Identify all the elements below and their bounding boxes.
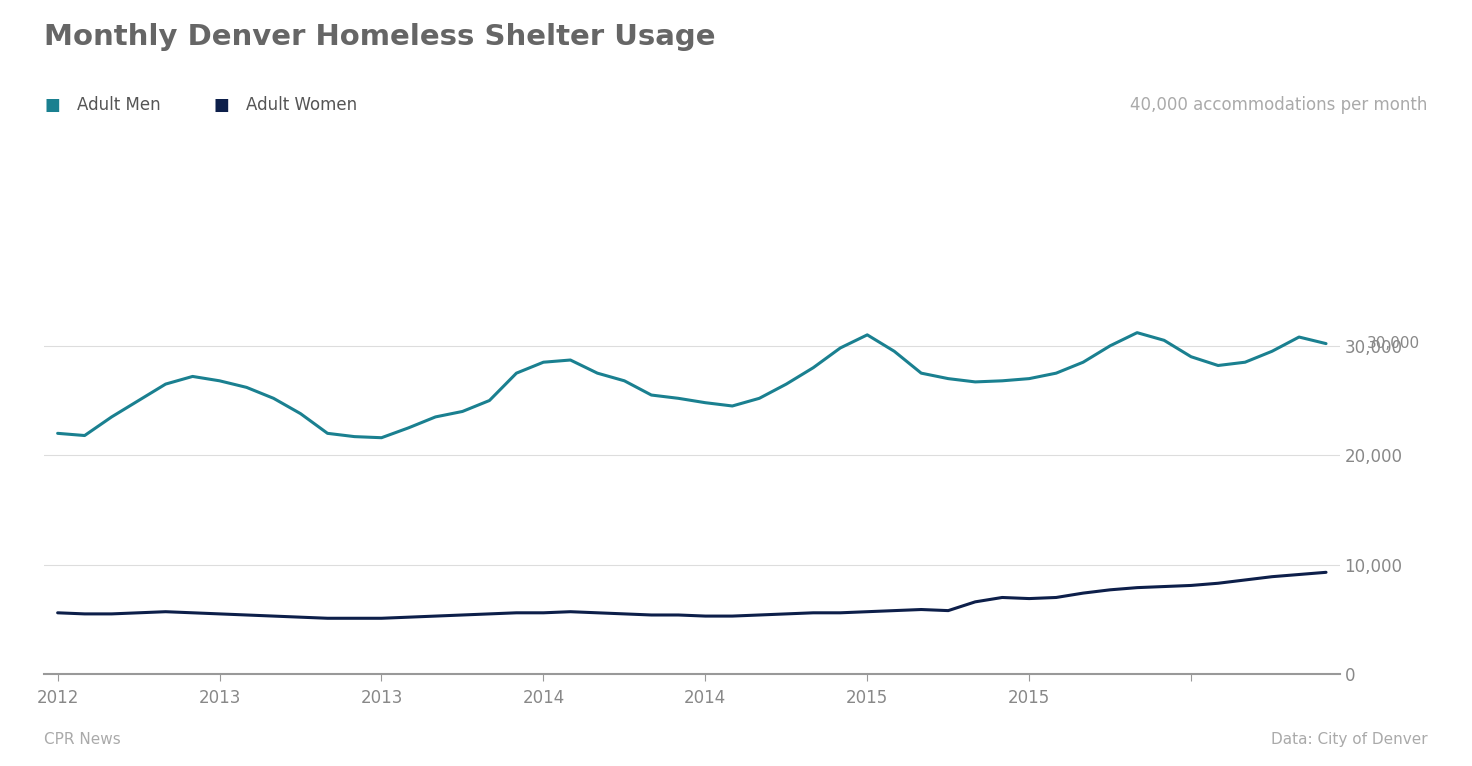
Text: ■: ■ — [213, 96, 230, 113]
Text: Adult Men: Adult Men — [77, 96, 160, 113]
Text: Data: City of Denver: Data: City of Denver — [1272, 732, 1428, 747]
Text: CPR News: CPR News — [44, 732, 121, 747]
Text: Adult Women: Adult Women — [246, 96, 356, 113]
Text: ■: ■ — [44, 96, 60, 113]
Text: 40,000 accommodations per month: 40,000 accommodations per month — [1130, 96, 1428, 113]
Text: 30,000: 30,000 — [1366, 336, 1419, 351]
Text: Monthly Denver Homeless Shelter Usage: Monthly Denver Homeless Shelter Usage — [44, 23, 715, 51]
